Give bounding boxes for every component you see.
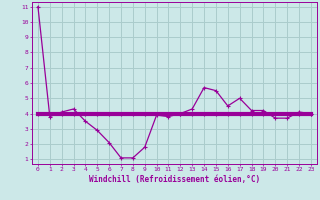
X-axis label: Windchill (Refroidissement éolien,°C): Windchill (Refroidissement éolien,°C) — [89, 175, 260, 184]
